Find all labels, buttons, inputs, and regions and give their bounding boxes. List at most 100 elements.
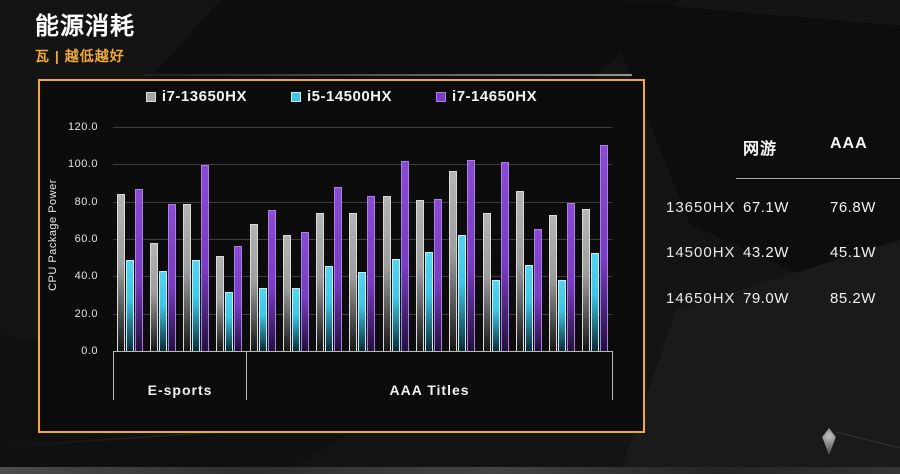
bar-i5-14500hx-g14 [558, 280, 567, 351]
legend-item-i5-14500hx: i5-14500HX [290, 88, 393, 105]
background-facet [600, 0, 900, 320]
x-axis-section-aaa: AAA Titles [246, 352, 612, 400]
bar-i7-13650hx-g12 [482, 212, 491, 351]
x-axis-section-label: E-sports [147, 382, 213, 398]
chart-panel: i7-13650HX i5-14500HX i7-14650HX CPU Packa… [38, 79, 645, 433]
bar-i7-13650hx-g11 [449, 170, 458, 351]
bar-group-10 [412, 127, 445, 351]
y-tick-label: 80.0 [74, 195, 98, 208]
bar-group-9 [379, 127, 412, 351]
legend-swatch-icon [145, 91, 156, 102]
bar-i7-14650hx-g6 [300, 231, 309, 351]
page-subtitle: 瓦 | 越低越好 [35, 48, 125, 64]
bar-group-1 [113, 127, 146, 351]
y-tick-label: 40.0 [74, 270, 98, 283]
y-tick-label: 100.0 [67, 158, 98, 171]
bar-group-15 [579, 127, 612, 351]
bar-i7-13650hx-g4 [216, 255, 225, 351]
bar-i7-13650hx-g3 [183, 203, 192, 351]
table-row-label: 14500HX [666, 244, 736, 261]
table-header-online: 网游 [743, 141, 778, 158]
y-tick-label: 60.0 [74, 233, 98, 245]
bar-i7-14650hx-g2 [167, 203, 176, 351]
y-tick-label: 0.0 [81, 345, 98, 357]
table-cell: 79.0W [743, 290, 789, 307]
table-header-divider [736, 178, 900, 179]
bar-i7-13650hx-g9 [382, 196, 391, 351]
bar-i7-14650hx-g12 [500, 162, 509, 351]
bar-group-4 [213, 127, 246, 351]
plot-area [113, 127, 612, 351]
bar-i7-13650hx-g8 [349, 212, 358, 351]
chart-legend: i7-13650HX i5-14500HX i7-14650HX [40, 88, 643, 105]
bar-i7-13650hx-g13 [515, 191, 524, 351]
bar-i5-14500hx-g2 [158, 270, 167, 351]
bar-i7-13650hx-g2 [149, 242, 158, 351]
diamond-sparkle-icon [822, 428, 836, 455]
bar-group-14 [545, 127, 578, 351]
bar-group-6 [279, 127, 312, 351]
gridline [113, 164, 612, 166]
bar-i5-14500hx-g4 [225, 292, 234, 351]
legend-item-i7-13650hx: i7-13650HX [145, 88, 247, 105]
bar-group-2 [146, 127, 179, 351]
bar-i5-14500hx-g9 [391, 258, 400, 351]
bar-i7-14650hx-g10 [434, 198, 443, 351]
bar-i7-14650hx-g5 [267, 210, 276, 351]
bar-group-13 [512, 127, 545, 351]
header: 能源消耗 瓦 | 越低越好 [35, 12, 135, 66]
y-tick-label: 20.0 [74, 307, 98, 320]
bar-group-11 [446, 127, 479, 351]
y-axis-ticks: 120.0 100.0 80.0 60.0 40.0 20.0 0.0 [46, 121, 98, 357]
background-bottom-band [0, 467, 900, 474]
y-tick-label: 120.0 [67, 121, 98, 133]
bar-i5-14500hx-g13 [524, 265, 533, 351]
legend-swatch-icon [436, 91, 447, 102]
background-streak [143, 74, 632, 76]
bar-groups [113, 127, 612, 351]
gridline [113, 201, 612, 203]
x-axis-section-esports: E-sports [113, 352, 246, 400]
bar-i7-14650hx-g7 [334, 186, 343, 351]
bar-i5-14500hx-g6 [291, 287, 300, 351]
bar-i5-14500hx-g5 [258, 287, 267, 351]
table-header-aaa: AAA [830, 135, 868, 152]
bar-i5-14500hx-g7 [325, 266, 334, 351]
bar-i5-14500hx-g10 [425, 252, 434, 351]
gridline [113, 239, 612, 240]
bar-i7-14650hx-g14 [567, 202, 576, 351]
bar-group-8 [346, 127, 379, 351]
bar-i5-14500hx-g12 [491, 280, 500, 351]
bar-group-7 [313, 127, 346, 351]
bar-i7-14650hx-g3 [201, 165, 210, 351]
bar-i7-14650hx-g4 [234, 246, 243, 351]
table-cell: 85.2W [830, 290, 876, 307]
legend-label: i5-14500HX [306, 88, 393, 105]
bar-i7-14650hx-g13 [533, 228, 542, 351]
bar-i5-14500hx-g1 [125, 260, 134, 351]
bar-i7-14650hx-g9 [400, 160, 409, 351]
bar-i5-14500hx-g3 [192, 260, 201, 351]
bar-i7-13650hx-g5 [249, 224, 258, 351]
background-facet [620, 240, 900, 474]
bar-i7-14650hx-g1 [134, 188, 143, 351]
bar-i7-14650hx-g8 [367, 196, 376, 351]
legend-item-i7-14650hx: i7-14650HX [436, 88, 537, 105]
bar-i7-13650hx-g10 [416, 199, 425, 351]
legend-label: i7-13650HX [161, 88, 247, 105]
legend-label: i7-14650HX [452, 88, 538, 105]
bar-i7-13650hx-g7 [316, 212, 325, 351]
legend-swatch-icon [290, 91, 301, 102]
bar-i5-14500hx-g8 [358, 271, 367, 351]
bar-i7-13650hx-g14 [549, 214, 558, 351]
bar-group-5 [246, 127, 279, 351]
page-title: 能源消耗 [35, 13, 135, 40]
gridline [113, 127, 612, 128]
bar-i7-13650hx-g1 [116, 194, 125, 351]
table-cell: 76.8W [830, 199, 876, 216]
x-axis-section-label: AAA Titles [389, 382, 470, 398]
bar-i5-14500hx-g11 [458, 235, 467, 351]
bar-group-3 [180, 127, 213, 351]
table-row-label: 14650HX [666, 290, 736, 307]
